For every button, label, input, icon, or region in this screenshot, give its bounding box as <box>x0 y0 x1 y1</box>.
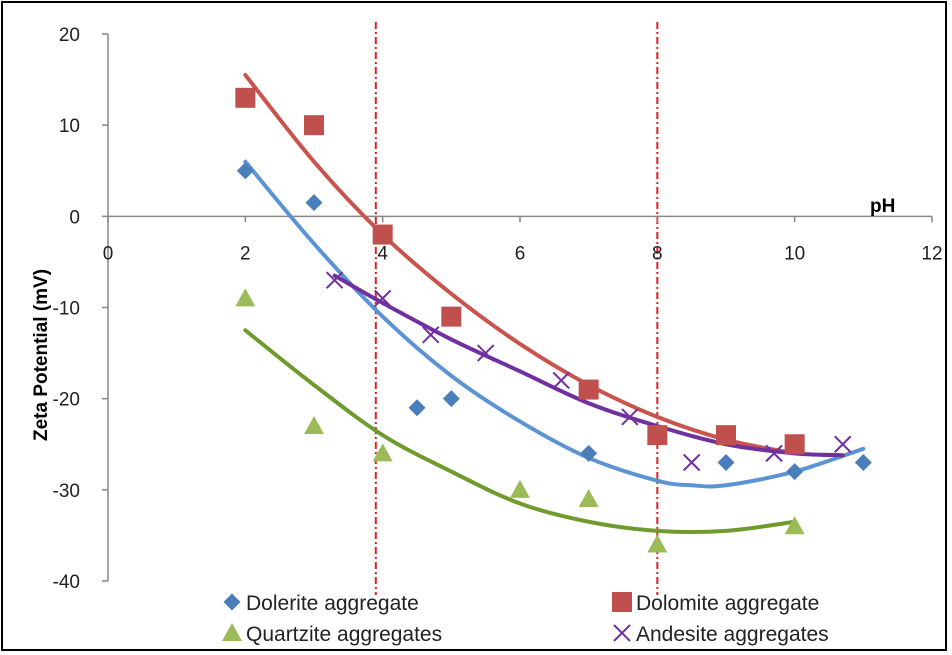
point-dolomite-aggregate <box>304 115 324 136</box>
legend-marker-dolomite-aggregate <box>612 592 632 612</box>
x-tick-label: 12 <box>921 243 942 264</box>
trendline-dolerite-aggregate <box>243 159 866 489</box>
legend-marker-quartzite-aggregates <box>222 623 242 641</box>
x-tick-label: 4 <box>377 243 388 264</box>
point-dolerite-aggregate <box>854 453 872 471</box>
x-tick-label: 0 <box>103 243 114 264</box>
trendline-dolomite-aggregate <box>243 73 797 456</box>
point-dolomite-aggregate <box>647 425 668 446</box>
legend-marker-andesite-aggregates <box>613 624 631 642</box>
point-dolerite-aggregate <box>236 162 254 180</box>
y-tick-label: -30 <box>53 481 80 502</box>
point-quartzite-aggregates <box>372 443 393 462</box>
point-dolerite-aggregate <box>408 399 426 417</box>
point-dolomite-aggregate <box>578 379 599 400</box>
y-tick-label: 20 <box>59 25 80 46</box>
point-dolerite-aggregate <box>580 444 598 462</box>
point-andesite-aggregates <box>765 444 783 463</box>
tick-labels: 20 10 0 -10 -20 -30 -40 0 2 4 6 8 10 12 <box>53 25 943 593</box>
point-andesite-aggregates <box>373 289 392 308</box>
point-andesite-aggregates <box>621 408 639 426</box>
point-andesite-aggregates <box>325 271 344 289</box>
legend-label-quartzite-aggregates: Quartzite aggregates <box>246 623 442 646</box>
legend-label-dolerite-aggregate: Dolerite aggregate <box>246 592 419 615</box>
point-quartzite-aggregates <box>647 534 668 553</box>
reference-lines <box>374 22 659 595</box>
data-markers <box>235 87 872 553</box>
x-tick-label: 8 <box>652 243 663 264</box>
point-dolomite-aggregate <box>716 425 736 446</box>
point-andesite-aggregates <box>476 344 495 362</box>
legend-label-andesite-aggregates: Andesite aggregates <box>636 623 829 646</box>
point-dolerite-aggregate <box>786 463 804 481</box>
trendlines <box>243 73 866 534</box>
point-quartzite-aggregates <box>510 479 530 498</box>
x-tick-label: 10 <box>784 243 805 264</box>
y-axis-title: Zeta Potential (mV) <box>31 269 52 441</box>
point-andesite-aggregates <box>552 371 570 390</box>
point-quartzite-aggregates <box>235 288 256 307</box>
trendline-andesite-aggregates <box>332 273 845 458</box>
legend-marker-dolerite-aggregate <box>223 593 241 611</box>
point-dolerite-aggregate <box>442 390 460 408</box>
point-dolerite-aggregate <box>717 453 735 471</box>
x-tick-label: 2 <box>240 243 251 264</box>
legend: Dolerite aggregate Dolomite aggregate Quar… <box>222 592 829 646</box>
trendline-quartzite-aggregates <box>243 328 797 534</box>
point-andesite-aggregates <box>682 453 701 472</box>
y-tick-label: -20 <box>53 390 80 411</box>
point-dolomite-aggregate <box>784 434 805 455</box>
x-tick-label: 6 <box>515 243 526 264</box>
y-tick-label: 10 <box>59 116 80 137</box>
y-tick-label: -40 <box>53 572 80 593</box>
axes <box>102 33 933 582</box>
point-dolomite-aggregate <box>235 87 256 108</box>
point-quartzite-aggregates <box>304 416 324 435</box>
point-quartzite-aggregates <box>578 488 599 507</box>
point-dolomite-aggregate <box>372 224 393 245</box>
point-dolomite-aggregate <box>441 306 462 327</box>
point-andesite-aggregates <box>422 326 440 344</box>
point-dolerite-aggregate <box>305 194 323 212</box>
x-axis-title: pH <box>870 196 895 217</box>
y-tick-label: -10 <box>53 299 80 320</box>
point-quartzite-aggregates <box>784 516 805 535</box>
y-tick-label: 0 <box>69 207 80 228</box>
point-andesite-aggregates <box>834 435 852 453</box>
legend-label-dolomite-aggregate: Dolomite aggregate <box>636 592 819 615</box>
